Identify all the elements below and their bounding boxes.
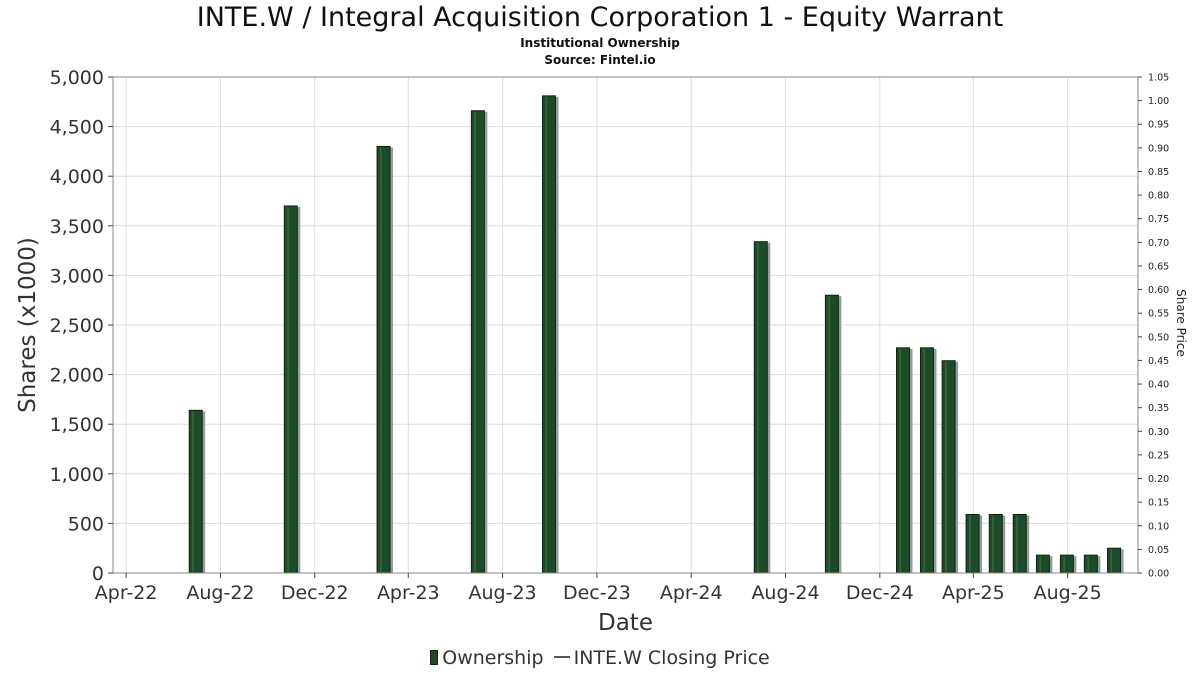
legend-price[interactable]: INTE.W Closing Price bbox=[550, 647, 770, 669]
bar-highlight bbox=[945, 361, 947, 572]
y-tick-label: 1,500 bbox=[50, 414, 104, 436]
bar bbox=[376, 145, 391, 574]
bar bbox=[941, 360, 956, 574]
bar bbox=[988, 513, 1003, 574]
bar bbox=[1059, 554, 1074, 574]
bar-highlight bbox=[828, 296, 830, 572]
bar bbox=[1012, 513, 1027, 574]
bar-highlight bbox=[380, 147, 382, 572]
y2-tick-label: 0.50 bbox=[1148, 332, 1169, 343]
y-tick-label: 500 bbox=[68, 513, 104, 535]
bar-highlight bbox=[899, 348, 902, 572]
bar bbox=[541, 95, 556, 574]
y2-tick-label: 0.20 bbox=[1148, 474, 1169, 485]
bar-highlight bbox=[1110, 549, 1113, 572]
bar-highlight bbox=[192, 411, 194, 572]
bar-highlight bbox=[923, 348, 925, 572]
bar bbox=[470, 110, 485, 574]
y-tick-label: 1,000 bbox=[50, 464, 104, 486]
y2-tick-label: 0.30 bbox=[1148, 427, 1169, 438]
y2-tick-label: 0.70 bbox=[1148, 238, 1169, 249]
bar-highlight bbox=[474, 111, 476, 572]
y2-tick-label: 0.75 bbox=[1148, 214, 1169, 225]
y2-tick-label: 0.00 bbox=[1148, 569, 1169, 580]
y2-tick-label: 0.80 bbox=[1148, 191, 1169, 202]
bar-highlight bbox=[1087, 556, 1089, 572]
x-tick-label: Aug-22 bbox=[186, 582, 254, 604]
bar-highlight bbox=[1016, 515, 1018, 572]
bar bbox=[1083, 554, 1098, 574]
y2-tick-label: 0.35 bbox=[1148, 403, 1169, 414]
y-tick-label: 4,000 bbox=[50, 166, 104, 188]
y-tick-label: 3,000 bbox=[50, 265, 104, 287]
x-tick-label: Dec-22 bbox=[281, 582, 349, 604]
y2-tick-label: 0.05 bbox=[1148, 545, 1169, 556]
y-axis-right: 0.00 0.05 0.10 0.15 0.20 0.25 0.30 0.35 0.40 0.45… bbox=[1138, 73, 1169, 580]
bar bbox=[283, 205, 298, 574]
y2-tick-label: 0.85 bbox=[1148, 167, 1169, 178]
chart-source: Source: Fintel.io bbox=[544, 53, 656, 67]
bar-highlight bbox=[969, 515, 971, 572]
bar bbox=[824, 294, 839, 574]
y2-axis-label: Share Price bbox=[1174, 289, 1188, 357]
x-axis-label: Date bbox=[598, 610, 653, 636]
y-tick-label: 5,000 bbox=[50, 67, 104, 89]
y2-tick-label: 0.55 bbox=[1148, 309, 1169, 320]
x-axis: Apr-22 Aug-22 Dec-22 Apr-23 Aug-23 Dec-23 Apr-… bbox=[95, 573, 1102, 604]
legend-ownership-label: Ownership bbox=[442, 646, 544, 669]
bar-highlight bbox=[757, 242, 759, 572]
chart-title: INTE.W / Integral Acquisition Corporatio… bbox=[196, 2, 1004, 33]
y-tick-label: 2,000 bbox=[50, 365, 104, 387]
x-tick-label: Dec-23 bbox=[563, 582, 631, 604]
bar bbox=[188, 409, 203, 574]
x-tick-label: Aug-24 bbox=[751, 582, 819, 604]
y-tick-label: 2,500 bbox=[50, 315, 104, 337]
y2-tick-label: 0.25 bbox=[1148, 450, 1169, 461]
bar bbox=[896, 347, 911, 574]
x-tick-label: Apr-25 bbox=[942, 582, 1005, 604]
y2-tick-label: 0.45 bbox=[1148, 356, 1169, 367]
bar bbox=[919, 347, 934, 574]
x-tick-label: Apr-23 bbox=[377, 582, 440, 604]
y2-tick-label: 0.40 bbox=[1148, 380, 1169, 391]
y2-tick-label: 0.15 bbox=[1148, 498, 1169, 509]
y2-tick-label: 0.90 bbox=[1148, 143, 1169, 154]
x-tick-label: Apr-22 bbox=[95, 582, 158, 604]
bar-highlight bbox=[1039, 556, 1041, 572]
y-axis-label: Shares (x1000) bbox=[15, 237, 41, 413]
y-tick-label: 0 bbox=[92, 563, 104, 585]
legend: Ownership INTE.W Closing Price bbox=[0, 646, 1200, 669]
chart-subtitle: Institutional Ownership bbox=[520, 36, 680, 50]
y2-tick-label: 1.05 bbox=[1148, 73, 1169, 84]
bar bbox=[1107, 547, 1122, 574]
legend-bar-swatch bbox=[430, 649, 439, 665]
bar-highlight bbox=[992, 515, 994, 572]
legend-ownership[interactable]: Ownership bbox=[430, 646, 544, 669]
y2-tick-label: 0.60 bbox=[1148, 285, 1169, 296]
x-tick-label: Dec-24 bbox=[846, 582, 914, 604]
bars bbox=[188, 95, 1124, 574]
x-tick-label: Aug-23 bbox=[469, 582, 537, 604]
bar-highlight bbox=[1063, 556, 1065, 572]
bar-highlight bbox=[545, 96, 547, 573]
y2-tick-label: 0.65 bbox=[1148, 261, 1169, 272]
bar-highlight bbox=[287, 206, 289, 572]
grid-lines bbox=[113, 76, 1138, 574]
y-tick-label: 4,500 bbox=[50, 117, 104, 139]
y2-tick-label: 0.10 bbox=[1148, 521, 1169, 532]
y-axis-left: 0 500 1,000 1,500 2,000 2,500 3,000 3,500 4,000 4… bbox=[50, 67, 113, 585]
legend-price-label: INTE.W Closing Price bbox=[573, 646, 770, 669]
legend-line-swatch bbox=[553, 655, 570, 658]
bar bbox=[1035, 554, 1050, 574]
bar bbox=[965, 513, 980, 574]
y-tick-label: 3,500 bbox=[50, 216, 104, 238]
bar bbox=[753, 241, 768, 574]
y2-tick-label: 0.95 bbox=[1148, 120, 1169, 131]
x-tick-label: Aug-25 bbox=[1034, 582, 1102, 604]
y2-tick-label: 1.00 bbox=[1148, 96, 1169, 107]
x-tick-label: Apr-24 bbox=[660, 582, 723, 604]
